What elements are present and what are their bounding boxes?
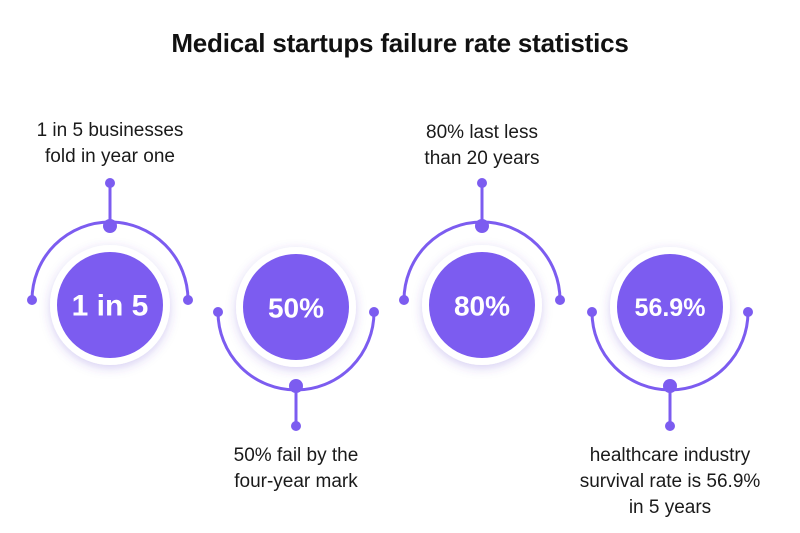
page-title: Medical startups failure rate statistics [171,28,629,58]
stat-2-arc-left-dot [213,307,223,317]
stat-4-caption-line: survival rate is 56.9% [579,471,761,492]
stat-3-arc-right-dot [555,295,565,305]
stat-4-group: 56.9% [587,247,753,431]
stat-1-group: 1 in 5 [27,178,193,365]
stat-3-group: 80% [399,178,565,365]
stat-1-caption: 1 in 5 businesses fold in year one [10,118,210,170]
stat-2-caption: 50% fail by the four-year mark [196,443,396,495]
stat-1-arc-top-dot [103,219,117,233]
stat-4-arc-right-dot [743,307,753,317]
stat-3-circle [429,252,535,358]
stat-2-caption-line: 50% fail by the [233,445,359,466]
stat-1-value: 1 in 5 [72,290,149,323]
stat-3-arc-top-dot [475,219,489,233]
stat-3-caption-line: 80% last less [426,122,538,143]
stat-3-arc-left-dot [399,295,409,305]
stat-4-arc-bottom-dot [663,379,677,393]
stat-1-arc-right-dot [183,295,193,305]
stat-3-value: 80% [454,291,510,322]
stat-2-circle [243,254,349,360]
stat-1-circle [57,252,163,358]
stat-4-caption-line: healthcare industry [589,445,751,466]
stat-4-arc-left-dot [587,307,597,317]
stat-2-value: 50% [268,293,324,324]
stat-2-arc-right-dot [369,307,379,317]
stat-1-arc-left-dot [27,295,37,305]
stat-4-caption-line: in 5 years [628,497,712,518]
stat-4-circle [617,254,723,360]
stat-2-stem-dot [291,421,301,431]
stat-3-caption: 80% last less than 20 years [382,120,582,172]
stat-2-arc-bottom-dot [289,379,303,393]
stat-3-caption-line: than 20 years [424,148,540,169]
stat-2-group: 50% [213,247,379,431]
stat-1-stem-dot [105,178,115,188]
stat-2-caption-line: four-year mark [234,471,358,492]
stat-4-caption: healthcare industry survival rate is 56.… [560,443,780,521]
stat-1-caption-line: 1 in 5 businesses [36,120,184,141]
stat-1-caption-line: fold in year one [45,146,175,167]
stat-3-stem-dot [477,178,487,188]
stat-4-value: 56.9% [635,294,706,322]
stat-4-stem-dot [665,421,675,431]
